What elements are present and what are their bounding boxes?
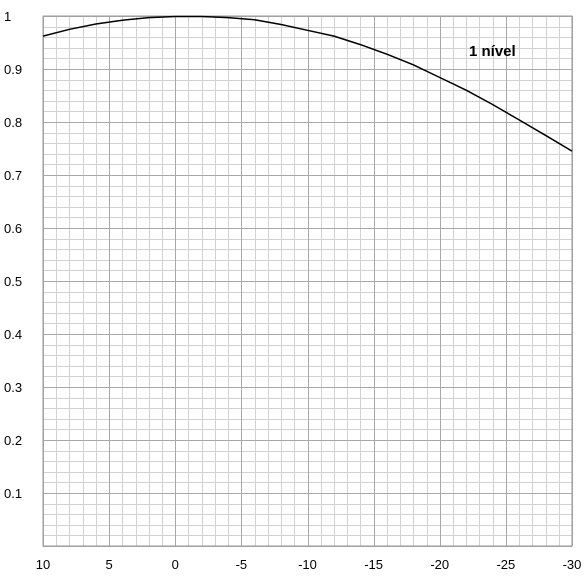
x-tick-label: 0 [172,557,179,572]
plot-frame [42,15,573,547]
y-tick-label: 0.1 [4,486,22,501]
y-tick-label: 0.2 [4,433,22,448]
x-tick-label: -20 [430,557,449,572]
x-tick-label: 10 [36,557,50,572]
x-tick-label: -25 [496,557,515,572]
y-tick-label: 0.6 [4,221,22,236]
y-tick-label: 0.3 [4,380,22,395]
y-tick-label: 0.4 [4,327,22,342]
y-axis-tick-labels: 0.1 0.2 0.3 0.4 0.5 0.6 0.7 0.8 0.9 1 [4,9,22,501]
y-tick-label: 1 [4,9,11,24]
y-tick-label: 0.8 [4,115,22,130]
y-tick-label: 0.9 [4,62,22,77]
x-tick-label: -30 [563,557,582,572]
x-axis-tick-labels: 10 5 0 -5 -10 -15 -20 -25 -30 [36,557,582,572]
x-tick-label: 5 [106,557,113,572]
chart-annotation: 1 nível [469,43,516,60]
y-tick-label: 0.5 [4,274,22,289]
x-tick-label: -10 [298,557,317,572]
x-tick-label: -5 [236,557,248,572]
x-tick-label: -15 [364,557,383,572]
series-line [42,15,573,152]
y-tick-label: 0.7 [4,168,22,183]
series-group [42,15,573,152]
